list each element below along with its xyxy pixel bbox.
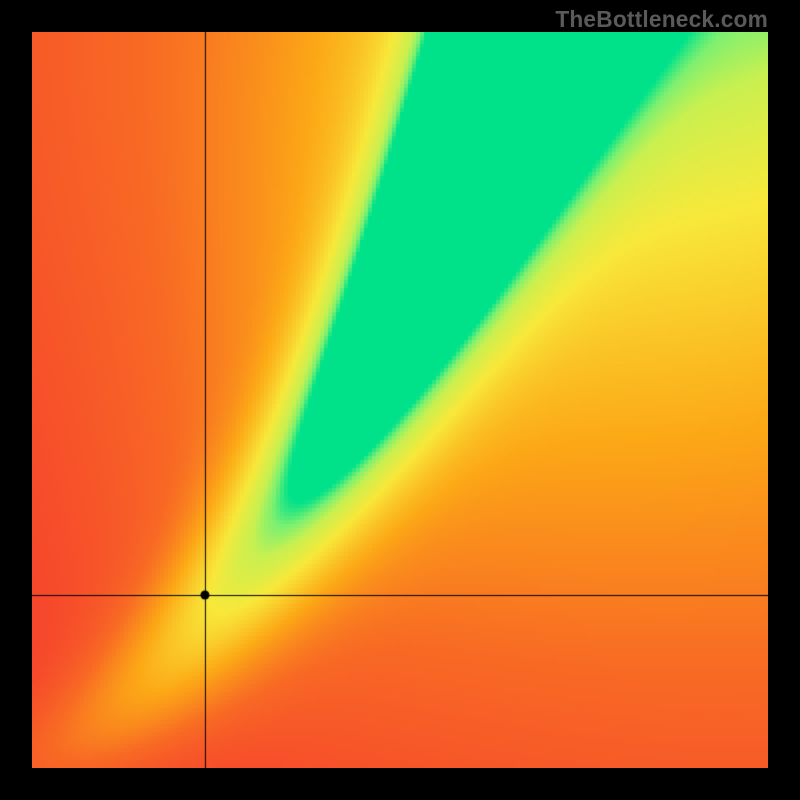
chart-frame: TheBottleneck.com <box>0 0 800 800</box>
watermark-text: TheBottleneck.com <box>555 6 768 33</box>
heatmap-canvas <box>32 32 768 768</box>
plot-area <box>32 32 768 768</box>
